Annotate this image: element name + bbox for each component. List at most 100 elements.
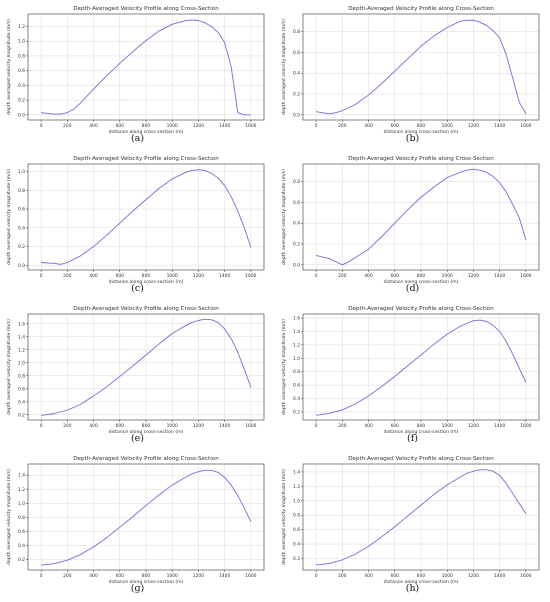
series-line [316,19,527,115]
y-tick-label: 1.2 [18,347,25,353]
series-line [41,169,252,265]
x-tick-label: 1400 [494,123,505,129]
x-tick-label: 200 [338,423,347,429]
x-tick-label: 0 [40,123,43,129]
y-tick-label: 0.8 [293,29,300,35]
x-tick-label: 1600 [520,123,531,129]
x-tick-label: 0 [315,423,318,429]
y-tick-label: 1.0 [18,169,25,175]
y-tick-label: 0.2 [18,98,25,104]
series-line [41,469,252,566]
x-tick-label: 1200 [193,273,204,279]
x-tick-label: 1400 [494,573,505,579]
x-tick-label: 1400 [219,423,230,429]
x-tick-label: 600 [116,273,125,279]
y-tick-label: 0.4 [18,225,25,231]
y-tick-label: 0.0 [18,263,25,269]
y-tick-label: 0.4 [18,83,25,89]
x-tick-label: 1600 [245,423,256,429]
series-line [41,19,251,116]
chart-svg: Depth-Averaged Velocity Profile along Cr… [281,306,540,435]
x-tick-label: 1200 [468,573,479,579]
chart-svg: Depth-Averaged Velocity Profile along Cr… [281,456,540,585]
x-tick-label: 1000 [442,573,453,579]
y-tick-label: 0.6 [293,200,300,206]
y-tick-label: 1.0 [293,356,300,362]
y-tick-label: 0.4 [18,399,25,405]
y-tick-label: 0.6 [18,529,25,535]
x-tick-label: 600 [116,423,125,429]
series-line [316,469,527,566]
y-tick-label: 1.0 [293,498,300,504]
y-tick-label: 0.2 [18,412,25,418]
y-tick-label: 0.8 [18,53,25,59]
y-tick-label: 0.8 [293,179,300,185]
x-tick-label: 1200 [468,273,479,279]
chart-svg: Depth-Averaged Velocity Profile along Cr… [6,456,265,585]
y-tick-label: 0.6 [293,383,300,389]
y-axis-label: depth averaged velocity magnitude (m/s) [6,319,12,415]
x-tick-label: 1400 [219,273,230,279]
x-tick-label: 1600 [245,123,256,129]
y-tick-label: 0.8 [293,513,300,519]
x-tick-label: 1400 [494,423,505,429]
x-tick-label: 1600 [520,573,531,579]
x-tick-label: 600 [116,573,125,579]
chart-panel: Depth-Averaged Velocity Profile along Cr… [275,150,550,300]
x-tick-label: 600 [391,273,400,279]
y-tick-label: 0.8 [18,188,25,194]
x-tick-label: 1000 [442,423,453,429]
x-tick-label: 800 [142,573,151,579]
x-tick-label: 1200 [193,123,204,129]
y-axis-label: depth averaged velocity magnitude (m/s) [281,19,287,115]
x-tick-label: 1000 [442,123,453,129]
x-tick-label: 800 [417,423,426,429]
y-axis-label: depth averaged velocity magnitude (m/s) [6,469,12,565]
y-tick-label: 0.4 [293,542,300,548]
x-tick-label: 0 [315,573,318,579]
chart-title: Depth-Averaged Velocity Profile along Cr… [73,456,219,462]
x-axis-label: distance along cross-section (m) [384,429,459,435]
y-tick-label: 1.4 [18,473,25,479]
y-tick-label: 1.4 [293,329,300,335]
x-tick-label: 1000 [167,123,178,129]
panel-caption: (b) [405,133,420,144]
y-tick-label: 0.4 [18,543,25,549]
series-line [316,168,527,266]
chart-svg: Depth-Averaged Velocity Profile along Cr… [281,6,540,135]
chart-title: Depth-Averaged Velocity Profile along Cr… [73,156,219,162]
x-tick-label: 400 [89,123,98,129]
chart-title: Depth-Averaged Velocity Profile along Cr… [348,6,494,12]
y-axis-label: depth averaged velocity magnitude (m/s) [281,319,287,415]
y-tick-label: 1.2 [18,487,25,493]
y-tick-label: 0.4 [293,396,300,402]
y-tick-label: 0.0 [18,112,25,118]
y-tick-label: 0.2 [293,242,300,248]
x-tick-label: 600 [391,123,400,129]
y-tick-label: 0.8 [293,369,300,375]
x-tick-label: 1600 [245,573,256,579]
x-tick-label: 400 [364,123,373,129]
series-line [41,318,252,416]
chart-title: Depth-Averaged Velocity Profile along Cr… [348,156,494,162]
chart-panel: Depth-Averaged Velocity Profile along Cr… [275,300,550,450]
y-tick-label: 1.6 [18,321,25,327]
y-tick-label: 0.0 [293,112,300,118]
x-axis-label: distance along cross-section (m) [384,129,459,135]
y-tick-label: 1.2 [293,484,300,490]
y-tick-label: 0.4 [293,221,300,227]
x-tick-label: 1200 [193,573,204,579]
x-tick-label: 400 [364,273,373,279]
y-tick-label: 0.6 [293,527,300,533]
y-tick-label: 0.6 [18,207,25,213]
panel-caption: (d) [405,283,420,294]
y-axis-label: depth averaged velocity magnitude (m/s) [281,469,287,565]
x-tick-label: 0 [40,273,43,279]
y-tick-label: 1.6 [293,316,300,322]
x-tick-label: 1000 [442,273,453,279]
x-tick-label: 200 [338,573,347,579]
y-axis-label: depth averaged velocity magnitude (m/s) [281,169,287,265]
x-tick-label: 200 [63,573,72,579]
panel-caption: (g) [130,583,145,594]
y-tick-label: 0.6 [293,50,300,56]
